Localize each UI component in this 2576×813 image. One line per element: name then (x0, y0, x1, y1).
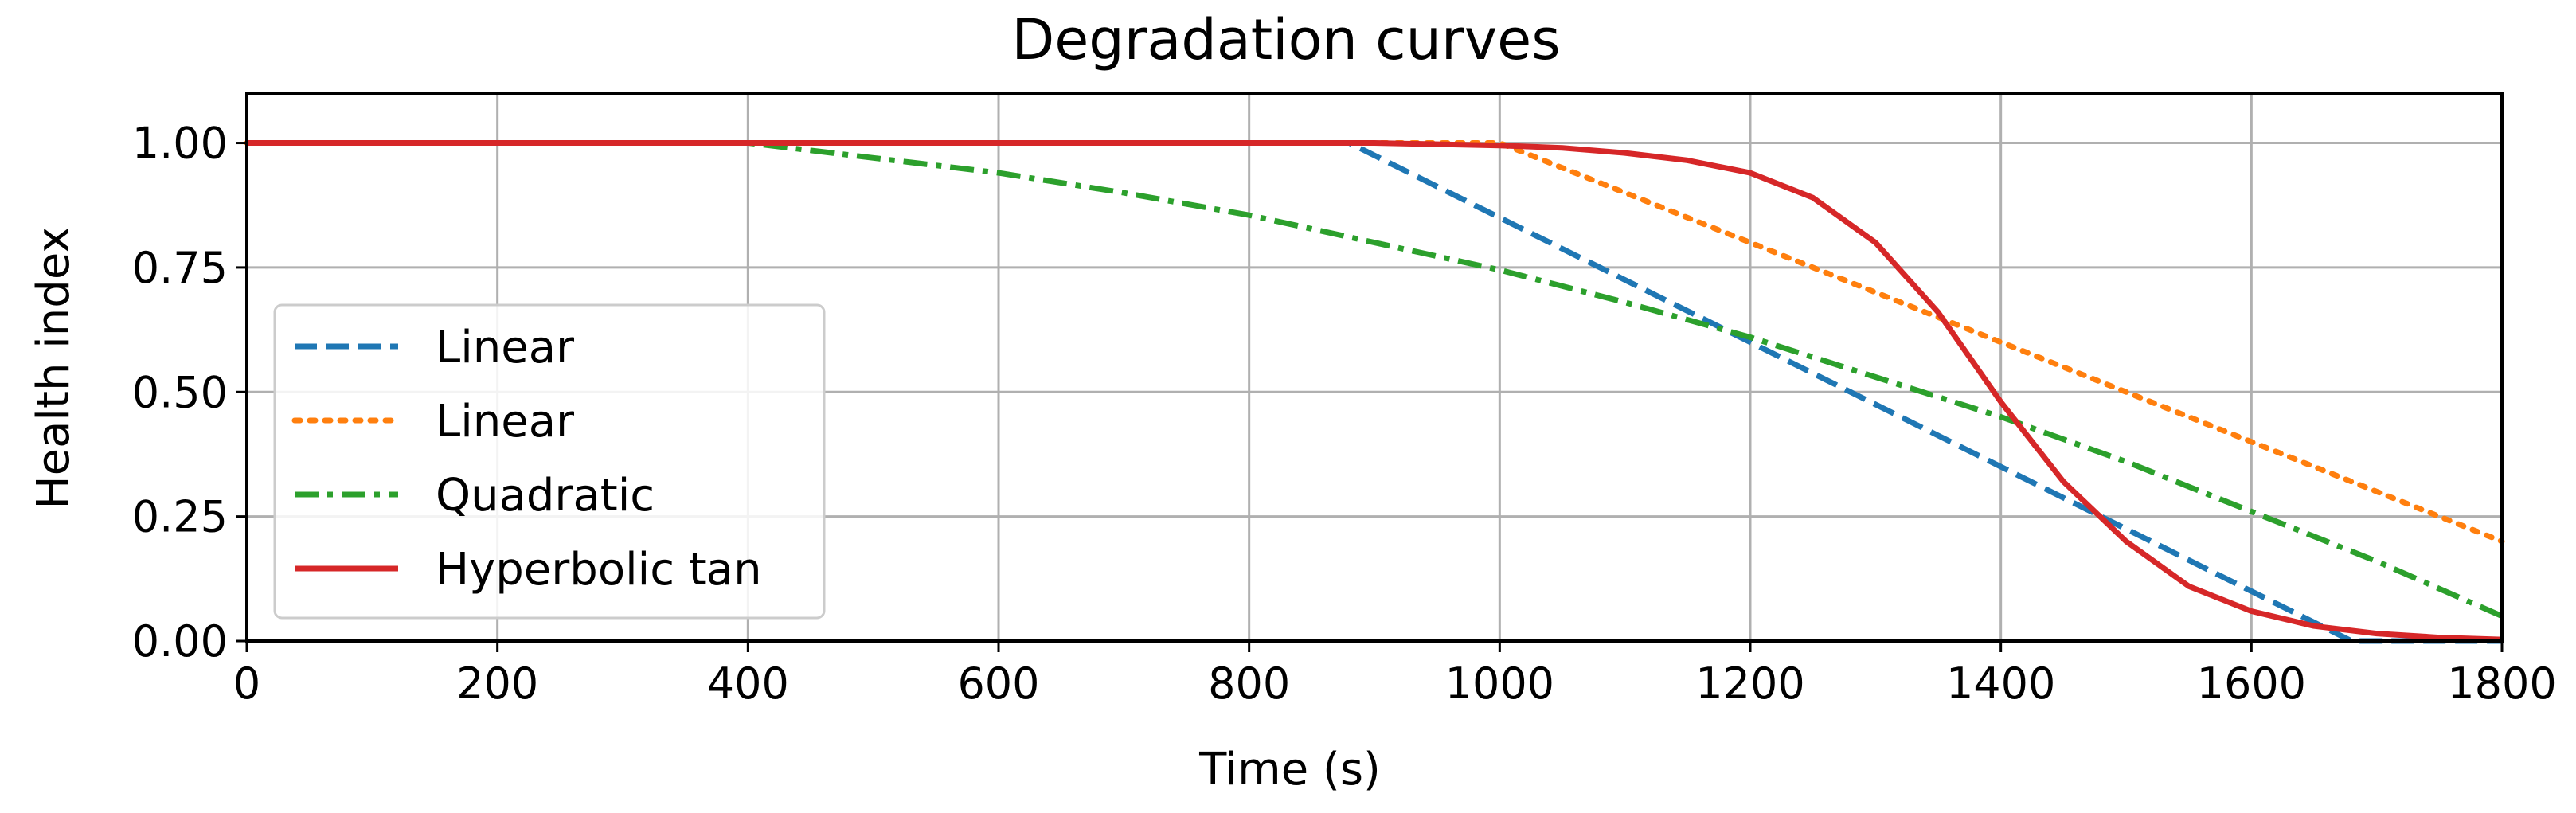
legend-label: Hyperbolic tan (436, 544, 762, 596)
x-tick-label: 1200 (1695, 659, 1804, 709)
plot-frame (245, 92, 2504, 643)
series-line-2 (244, 140, 2505, 545)
series-line-4 (247, 140, 2503, 643)
axis-ticks: 0 200 400 600 800 1000 1200 1400 1600 1800 0.00 0.2… (132, 119, 2557, 709)
x-tick-label: 600 (957, 659, 1039, 709)
x-tick-label: 1400 (1946, 659, 2055, 709)
x-tick-label: 1800 (2447, 659, 2556, 709)
y-tick-label: 1.00 (132, 119, 228, 169)
x-tick-label: 0 (233, 659, 260, 709)
y-tick-label: 0.75 (132, 243, 228, 293)
y-tick-label: 0.00 (132, 616, 228, 666)
legend-label: Linear (436, 322, 575, 373)
chart-title: Degradation curves (1011, 7, 1560, 72)
x-tick-label: 800 (1208, 659, 1290, 709)
x-tick-label: 1000 (1445, 659, 1554, 709)
x-tick-label: 400 (707, 659, 789, 709)
y-tick-label: 0.25 (132, 492, 228, 542)
legend-label: Linear (436, 396, 575, 448)
y-axis-label: Health index (28, 227, 80, 510)
y-tick-label: 0.50 (132, 367, 228, 417)
x-axis-label: Time (s) (1198, 744, 1381, 795)
x-tick-label: 200 (456, 659, 538, 709)
legend: Linear Linear Quadratic Hyperbolic tan (273, 303, 826, 620)
x-tick-label: 1600 (2197, 659, 2306, 709)
series-line-3 (247, 140, 2504, 619)
legend-box (273, 303, 826, 620)
legend-label: Quadratic (436, 470, 655, 522)
